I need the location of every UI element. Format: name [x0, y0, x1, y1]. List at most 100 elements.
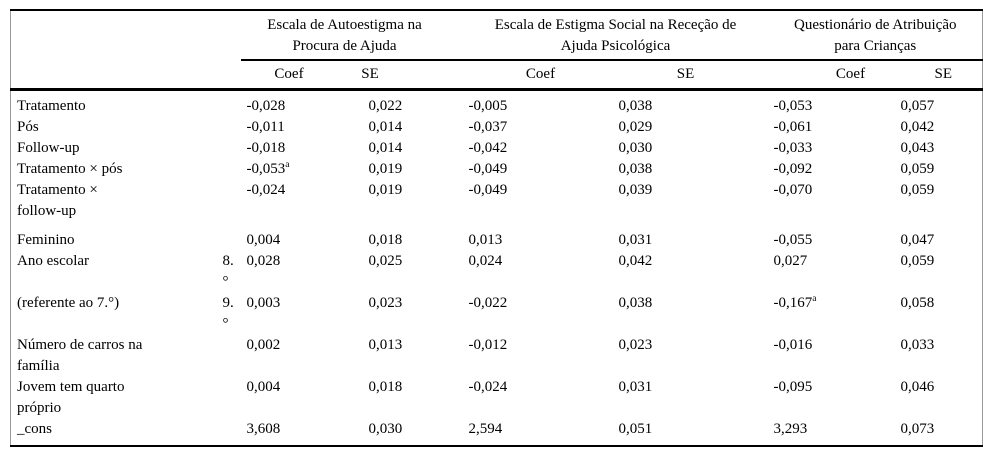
coef-value: 0,024: [468, 253, 503, 269]
cell-se-3: 0,058: [873, 293, 983, 335]
row-label: Jovem tem quarto próprio: [17, 379, 125, 416]
se-header-2: SE: [600, 60, 741, 91]
table-row: Tratamento × pós -0,053a 0,019 -0,049 0,…: [11, 159, 983, 180]
se-value: 0,038: [618, 161, 653, 177]
coef-value: -0,016: [773, 337, 813, 353]
cell-coef-3: 3,293: [741, 419, 873, 446]
cell-se-3: 0,046: [873, 377, 983, 419]
table-row: Follow-up -0,018 0,014 -0,042 0,030 -0,0…: [11, 138, 983, 159]
cell-coef-2: -0,005: [463, 90, 601, 118]
row-label: (referente ao 7.°): [17, 295, 120, 311]
cell-coef-1: -0,011: [241, 117, 346, 138]
se-value: 0,038: [618, 98, 653, 114]
se-value: 0,042: [900, 119, 935, 135]
se-value: 0,051: [618, 421, 653, 437]
coef-value: -0,095: [773, 379, 813, 395]
coef-value: 0,002: [246, 337, 281, 353]
cell-se-3: 0,047: [873, 222, 983, 251]
cell-se-3: 0,033: [873, 335, 983, 377]
cell-se-3: 0,073: [873, 419, 983, 446]
se-value: 0,019: [368, 182, 403, 198]
group-title: Questionário de Atribuição para Crianças: [794, 17, 957, 54]
cell-se-1: 0,030: [346, 419, 463, 446]
table-row: Jovem tem quarto próprio 0,004 0,018 -0,…: [11, 377, 983, 419]
cell-coef-1: -0,024: [241, 180, 346, 222]
se-value: 0,059: [900, 253, 935, 269]
subheader-spacer: [10, 60, 241, 91]
group-header-estigma-social: Escala de Estigma Social na Receção de A…: [462, 10, 741, 61]
row-label: _cons: [17, 421, 52, 437]
coef-value: -0,053: [246, 161, 286, 177]
cell-coef-3: -0,167a: [741, 293, 873, 335]
coef-value: -0,037: [468, 119, 508, 135]
cell-se-1: 0,014: [346, 138, 463, 159]
cell-coef-3: -0,016: [741, 335, 873, 377]
cell-se-1: 0,025: [346, 251, 463, 293]
se-value: 0,031: [618, 232, 653, 248]
cell-se-2: 0,051: [601, 419, 741, 446]
cell-coef-2: -0,024: [463, 377, 601, 419]
cell-se-2: 0,039: [601, 180, 741, 222]
table-row: Pós -0,011 0,014 -0,037 0,029 -0,061 0,0…: [11, 117, 983, 138]
se-header-1: SE: [345, 60, 463, 91]
se-value: 0,023: [368, 295, 403, 311]
table-body: Tratamento -0,028 0,022 -0,005 0,038 -0,…: [11, 90, 983, 447]
cell-se-3: 0,042: [873, 117, 983, 138]
row-sublabel: [211, 377, 241, 419]
cell-coef-1: -0,028: [241, 90, 346, 118]
coef-value: -0,049: [468, 161, 508, 177]
cell-coef-3: -0,033: [741, 138, 873, 159]
se-value: 0,019: [368, 161, 403, 177]
coef-value: -0,024: [246, 182, 286, 198]
coef-value: 0,028: [246, 253, 281, 269]
coef-value: 0,004: [246, 232, 281, 248]
cell-se-2: 0,023: [601, 335, 741, 377]
se-value: 0,058: [900, 295, 935, 311]
cell-coef-2: 0,024: [463, 251, 601, 293]
coef-header-2: Coef: [462, 60, 601, 91]
cell-se-2: 0,031: [601, 377, 741, 419]
coef-value: 0,003: [246, 295, 281, 311]
cell-se-3: 0,043: [873, 138, 983, 159]
cell-coef-1: 0,003: [241, 293, 346, 335]
cell-coef-1: 0,028: [241, 251, 346, 293]
cell-coef-2: -0,049: [463, 180, 601, 222]
row-label: Tratamento: [17, 98, 86, 114]
row-sublabel: 9. °: [222, 295, 234, 332]
coef-value: -0,024: [468, 379, 508, 395]
cell-se-1: 0,013: [346, 335, 463, 377]
row-sublabel: [211, 159, 241, 180]
group-header-atribuicao: Questionário de Atribuição para Crianças: [740, 10, 983, 61]
cell-coef-3: -0,053: [741, 90, 873, 118]
row-sublabel: [211, 419, 241, 446]
coef-value: 0,013: [468, 232, 503, 248]
cell-se-1: 0,018: [346, 377, 463, 419]
row-sublabel: [211, 117, 241, 138]
se-value: 0,059: [900, 182, 935, 198]
coef-value: -0,042: [468, 140, 508, 156]
row-sublabel: [211, 138, 241, 159]
cell-se-2: 0,029: [601, 117, 741, 138]
cell-coef-1: 0,004: [241, 222, 346, 251]
cell-se-2: 0,038: [601, 159, 741, 180]
table-row: Feminino 0,004 0,018 0,013 0,031 -0,055 …: [11, 222, 983, 251]
cell-coef-1: -0,018: [241, 138, 346, 159]
coef-value: -0,070: [773, 182, 813, 198]
se-value: 0,025: [368, 253, 403, 269]
se-value: 0,029: [618, 119, 653, 135]
se-value: 0,018: [368, 232, 403, 248]
header-spacer: [11, 10, 241, 60]
cell-se-3: 0,059: [873, 180, 983, 222]
cell-coef-2: -0,022: [463, 293, 601, 335]
se-header-3: SE: [872, 60, 983, 91]
cell-coef-2: -0,042: [463, 138, 601, 159]
coef-value: -0,055: [773, 232, 813, 248]
cell-coef-1: -0,053a: [241, 159, 346, 180]
cell-coef-3: 0,027: [741, 251, 873, 293]
se-value: 0,057: [900, 98, 935, 114]
coef-value: -0,033: [773, 140, 813, 156]
table-row: _cons 3,608 0,030 2,594 0,051 3,293 0,07…: [11, 419, 983, 446]
cell-se-3: 0,059: [873, 159, 983, 180]
cell-se-3: 0,059: [873, 251, 983, 293]
coef-value: -0,053: [773, 98, 813, 114]
